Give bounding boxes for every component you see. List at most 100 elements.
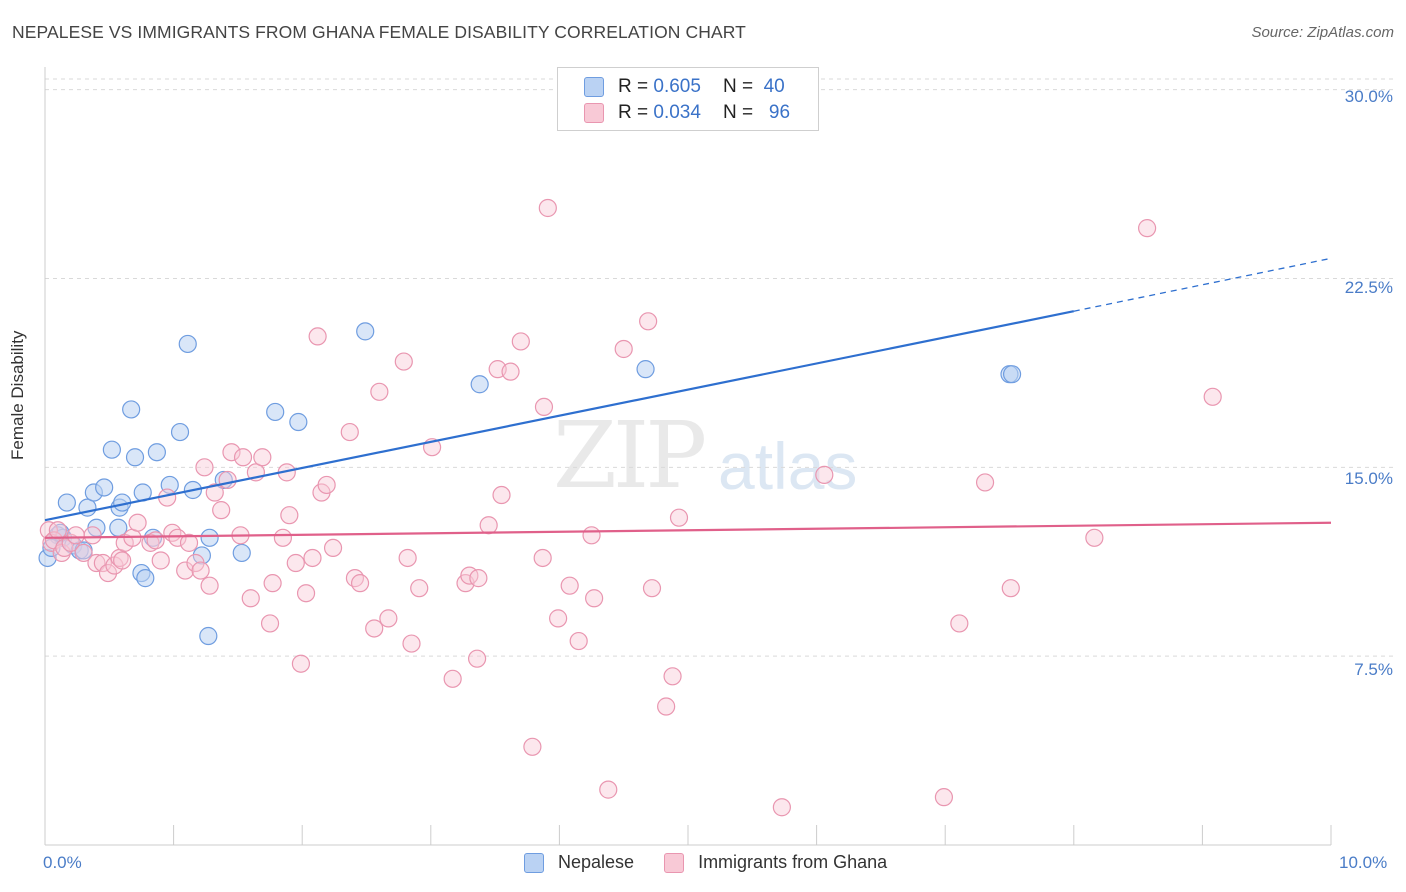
ghana-point [128,513,147,532]
r-value: 0.605 [653,76,701,97]
ghana-point [48,521,67,540]
ghana-point [179,533,199,552]
ghana-point [350,574,370,593]
n-label: N = [722,76,754,97]
ghana-point [87,553,106,573]
ghana-point [533,548,552,568]
ghana-point [280,506,299,525]
ghana-point [218,470,237,490]
ghana-point [511,332,530,351]
nepalese-point [102,440,121,459]
ghana-point [479,516,498,535]
nepalese-point [57,493,76,512]
nepalese-point [470,375,489,394]
ghana-point [815,465,834,484]
ghana-point [200,576,219,595]
ghana-point [538,198,557,218]
series-legend: Nepalese Immigrants from Ghana [524,852,917,873]
ghana-point [151,551,170,570]
ghana-point [233,448,253,467]
x-tick-label: 10.0% [1339,853,1388,872]
ghana-point [83,526,102,545]
ghana-point [205,483,224,502]
ghana-point [398,548,417,568]
ghana-point [212,501,231,520]
r-value: 0.034 [653,102,701,123]
ghana-point [1203,387,1222,406]
ghana-point [263,574,282,593]
ghana-point [560,576,579,595]
nepalese-point [109,518,128,537]
ghana-point [93,553,112,573]
ghana-point [443,669,462,688]
legend-label: Nepalese [558,852,635,872]
ghana-point [98,563,118,583]
ghana-point [614,339,633,359]
ghana-point [52,543,71,563]
ghana-point [1001,579,1020,598]
ghana-point [657,697,676,716]
nepalese-swatch [584,77,604,97]
ghana-point [642,579,662,598]
nepalese-point [199,626,218,646]
legend-item-ghana[interactable]: Immigrants from Ghana [664,852,887,873]
nepalese-point [266,402,285,422]
ghana-point [639,312,658,331]
n-value: 96 [768,102,791,123]
y-tick-label: 15.0% [1344,469,1393,488]
nepalese-trend-line [44,310,1075,522]
ghana-point [74,543,93,563]
ghana-point [585,589,604,608]
nepalese-point [147,443,166,462]
ghana-point [402,634,421,653]
ghana-point [146,531,165,550]
legend-label: Immigrants from Ghana [698,852,888,872]
ghana-point [599,780,618,799]
ghana-point [260,614,280,633]
ghana-point [394,352,413,371]
r-label: R = [618,102,649,123]
ghana-point [467,649,487,668]
correlation-legend: R = 0.605 N = 40 R = 0.034 N = 96 [557,67,819,131]
ghana-point [241,589,260,608]
nepalese-point [200,528,219,547]
legend-item-nepalese[interactable]: Nepalese [524,852,634,873]
x-tick-label: 0.0% [43,853,82,872]
ghana-point [365,619,384,638]
nepalese-swatch [524,852,544,873]
nepalese-point [178,334,197,354]
ghana-point [291,654,311,673]
nepalese-point [136,569,155,588]
ghana-point [523,737,542,756]
source-label: Source: ZipAtlas.com [1251,24,1394,41]
ghana-point [669,508,689,527]
ghana-trend-line [44,521,1332,539]
ghana-point [195,458,214,477]
ghana-point [340,422,359,442]
nepalese-point [192,546,211,565]
ghana-swatch [584,103,604,123]
nepalese-point [143,528,163,547]
ghana-point [222,443,241,462]
nepalese-point [170,422,190,442]
ghana-point [113,551,132,570]
ghana-point [534,397,554,417]
y-tick-label: 22.5% [1344,278,1393,297]
ghana-point [469,569,488,588]
nepalese-point [289,412,308,432]
nepalese-trend-extension [1073,257,1332,312]
ghana-point [273,528,293,547]
r-label: R = [618,76,649,97]
nepalese-point [95,478,114,497]
ghana-point [308,327,327,346]
n-label: N = [722,102,754,123]
y-tick-label: 30.0% [1344,87,1393,106]
ghana-point [323,538,343,557]
legend-row-ghana: R = 0.034 N = 96 [584,101,790,125]
nepalese-point [636,360,655,379]
ghana-point [1138,219,1157,238]
ghana-swatch [664,852,685,873]
nepalese-point [356,322,375,341]
y-tick-label: 7.5% [1354,660,1393,679]
ghana-point [286,553,305,573]
